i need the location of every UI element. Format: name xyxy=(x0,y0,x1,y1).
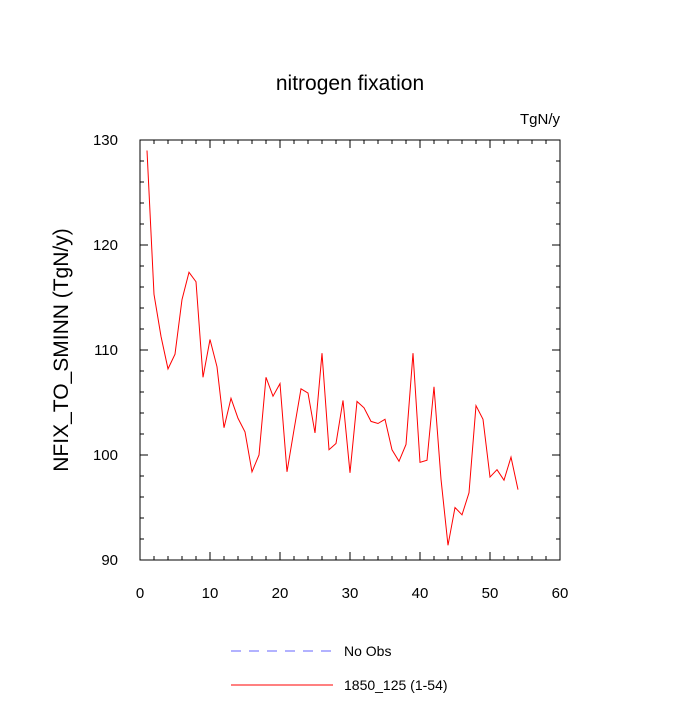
tick-labels-layer: 0 10 20 30 40 50 60 90 100 110 120 130 xyxy=(93,132,568,602)
y-tick-label: 110 xyxy=(94,342,118,359)
y-tick-label: 90 xyxy=(101,552,118,569)
series-layer xyxy=(146,150,519,546)
plot-frame xyxy=(139,139,561,561)
chart-title: nitrogen fixation xyxy=(276,72,424,95)
x-tick-label: 30 xyxy=(342,585,359,602)
x-tick-label: 10 xyxy=(202,585,219,602)
legend: No Obs 1850_125 (1-54) xyxy=(231,643,448,693)
legend-label: No Obs xyxy=(344,643,391,659)
ticks-layer xyxy=(139,139,561,561)
x-tick-label: 60 xyxy=(552,585,569,602)
x-tick-label: 40 xyxy=(412,585,429,602)
x-tick-label: 0 xyxy=(136,585,144,602)
units-label: TgN/y xyxy=(520,111,561,128)
x-tick-label: 50 xyxy=(482,585,499,602)
y-tick-label: 100 xyxy=(93,447,118,464)
x-tick-label: 20 xyxy=(272,585,289,602)
y-tick-label: 130 xyxy=(93,132,118,149)
y-tick-label: 120 xyxy=(93,237,118,254)
series-line xyxy=(146,150,519,546)
legend-label: 1850_125 (1-54) xyxy=(344,677,448,693)
y-axis-label: NFIX_TO_SMINN (TgN/y) xyxy=(50,228,73,471)
